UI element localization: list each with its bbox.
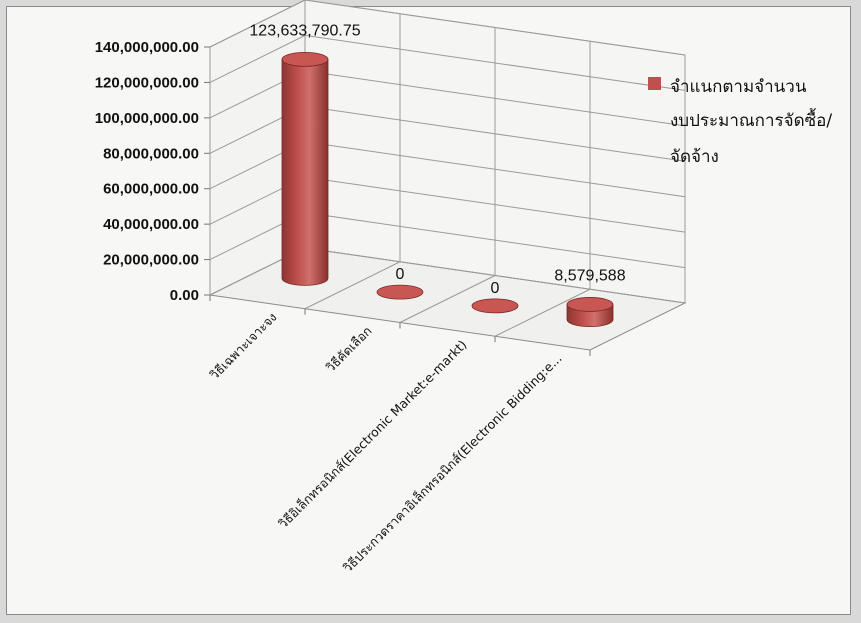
floor-divider (399, 275, 496, 323)
y-tick-label: 20,000,000.00 (103, 252, 199, 269)
x-axis-category-labels: วิธีเฉพาะเจาะจง วิธีคัดเลือกวิธีอิเล็กทรอ… (207, 309, 565, 575)
legend-label-line-2: งบประมาณการจัดซื้อ/ (670, 108, 832, 131)
category-label: วิธีคัดเลือก (323, 323, 375, 375)
y-tick-label: 80,000,000.00 (103, 145, 199, 162)
legend-label-line-3: จัดจ้าง (670, 147, 719, 167)
y-tick-label: 140,000,000.00 (95, 39, 199, 56)
y-tick-label: 120,000,000.00 (95, 74, 199, 91)
y-tick-label: 0.00 (170, 287, 199, 304)
floor-divider (494, 288, 591, 337)
y-tick-label: 100,000,000.00 (95, 110, 199, 127)
data-label: 123,633,790.75 (249, 22, 360, 39)
legend: จำแนกตามจำนวน งบประมาณการจัดซื้อ/ จัดจ้า… (648, 77, 832, 167)
chart-walls (208, 0, 687, 351)
y-tick-label: 60,000,000.00 (103, 181, 199, 198)
legend-label-line-1: จำแนกตามจำนวน (670, 77, 807, 97)
bar-body (281, 58, 329, 286)
y-axis-tick-labels: 0.00 20,000,000.00 40,000,000.00 60,000,000… (95, 39, 199, 304)
data-labels: 123,633,790.75 0 0 8,579,588 (249, 22, 625, 297)
category-label: วิธีเฉพาะเจาะจง (207, 309, 280, 382)
bars (281, 51, 614, 328)
gridline (209, 0, 686, 56)
data-label: 8,579,588 (554, 267, 625, 284)
floor-divider (304, 261, 401, 310)
y-tick-label: 40,000,000.00 (103, 216, 199, 233)
bar-top (376, 284, 424, 300)
bar-top (471, 298, 519, 314)
data-label: 0 (491, 280, 500, 297)
data-label: 0 (396, 266, 405, 283)
category-label: วิธีอิเล็กทรอนิกส์(Electronic Market:e-m… (275, 337, 469, 531)
legend-swatch (648, 77, 661, 90)
bar-top (566, 297, 614, 312)
category-label: วิธีประกวดราคาอิเล็กทรอนิกส์(Electronic … (340, 351, 565, 576)
gridline (209, 34, 686, 91)
bar-top (281, 51, 329, 67)
